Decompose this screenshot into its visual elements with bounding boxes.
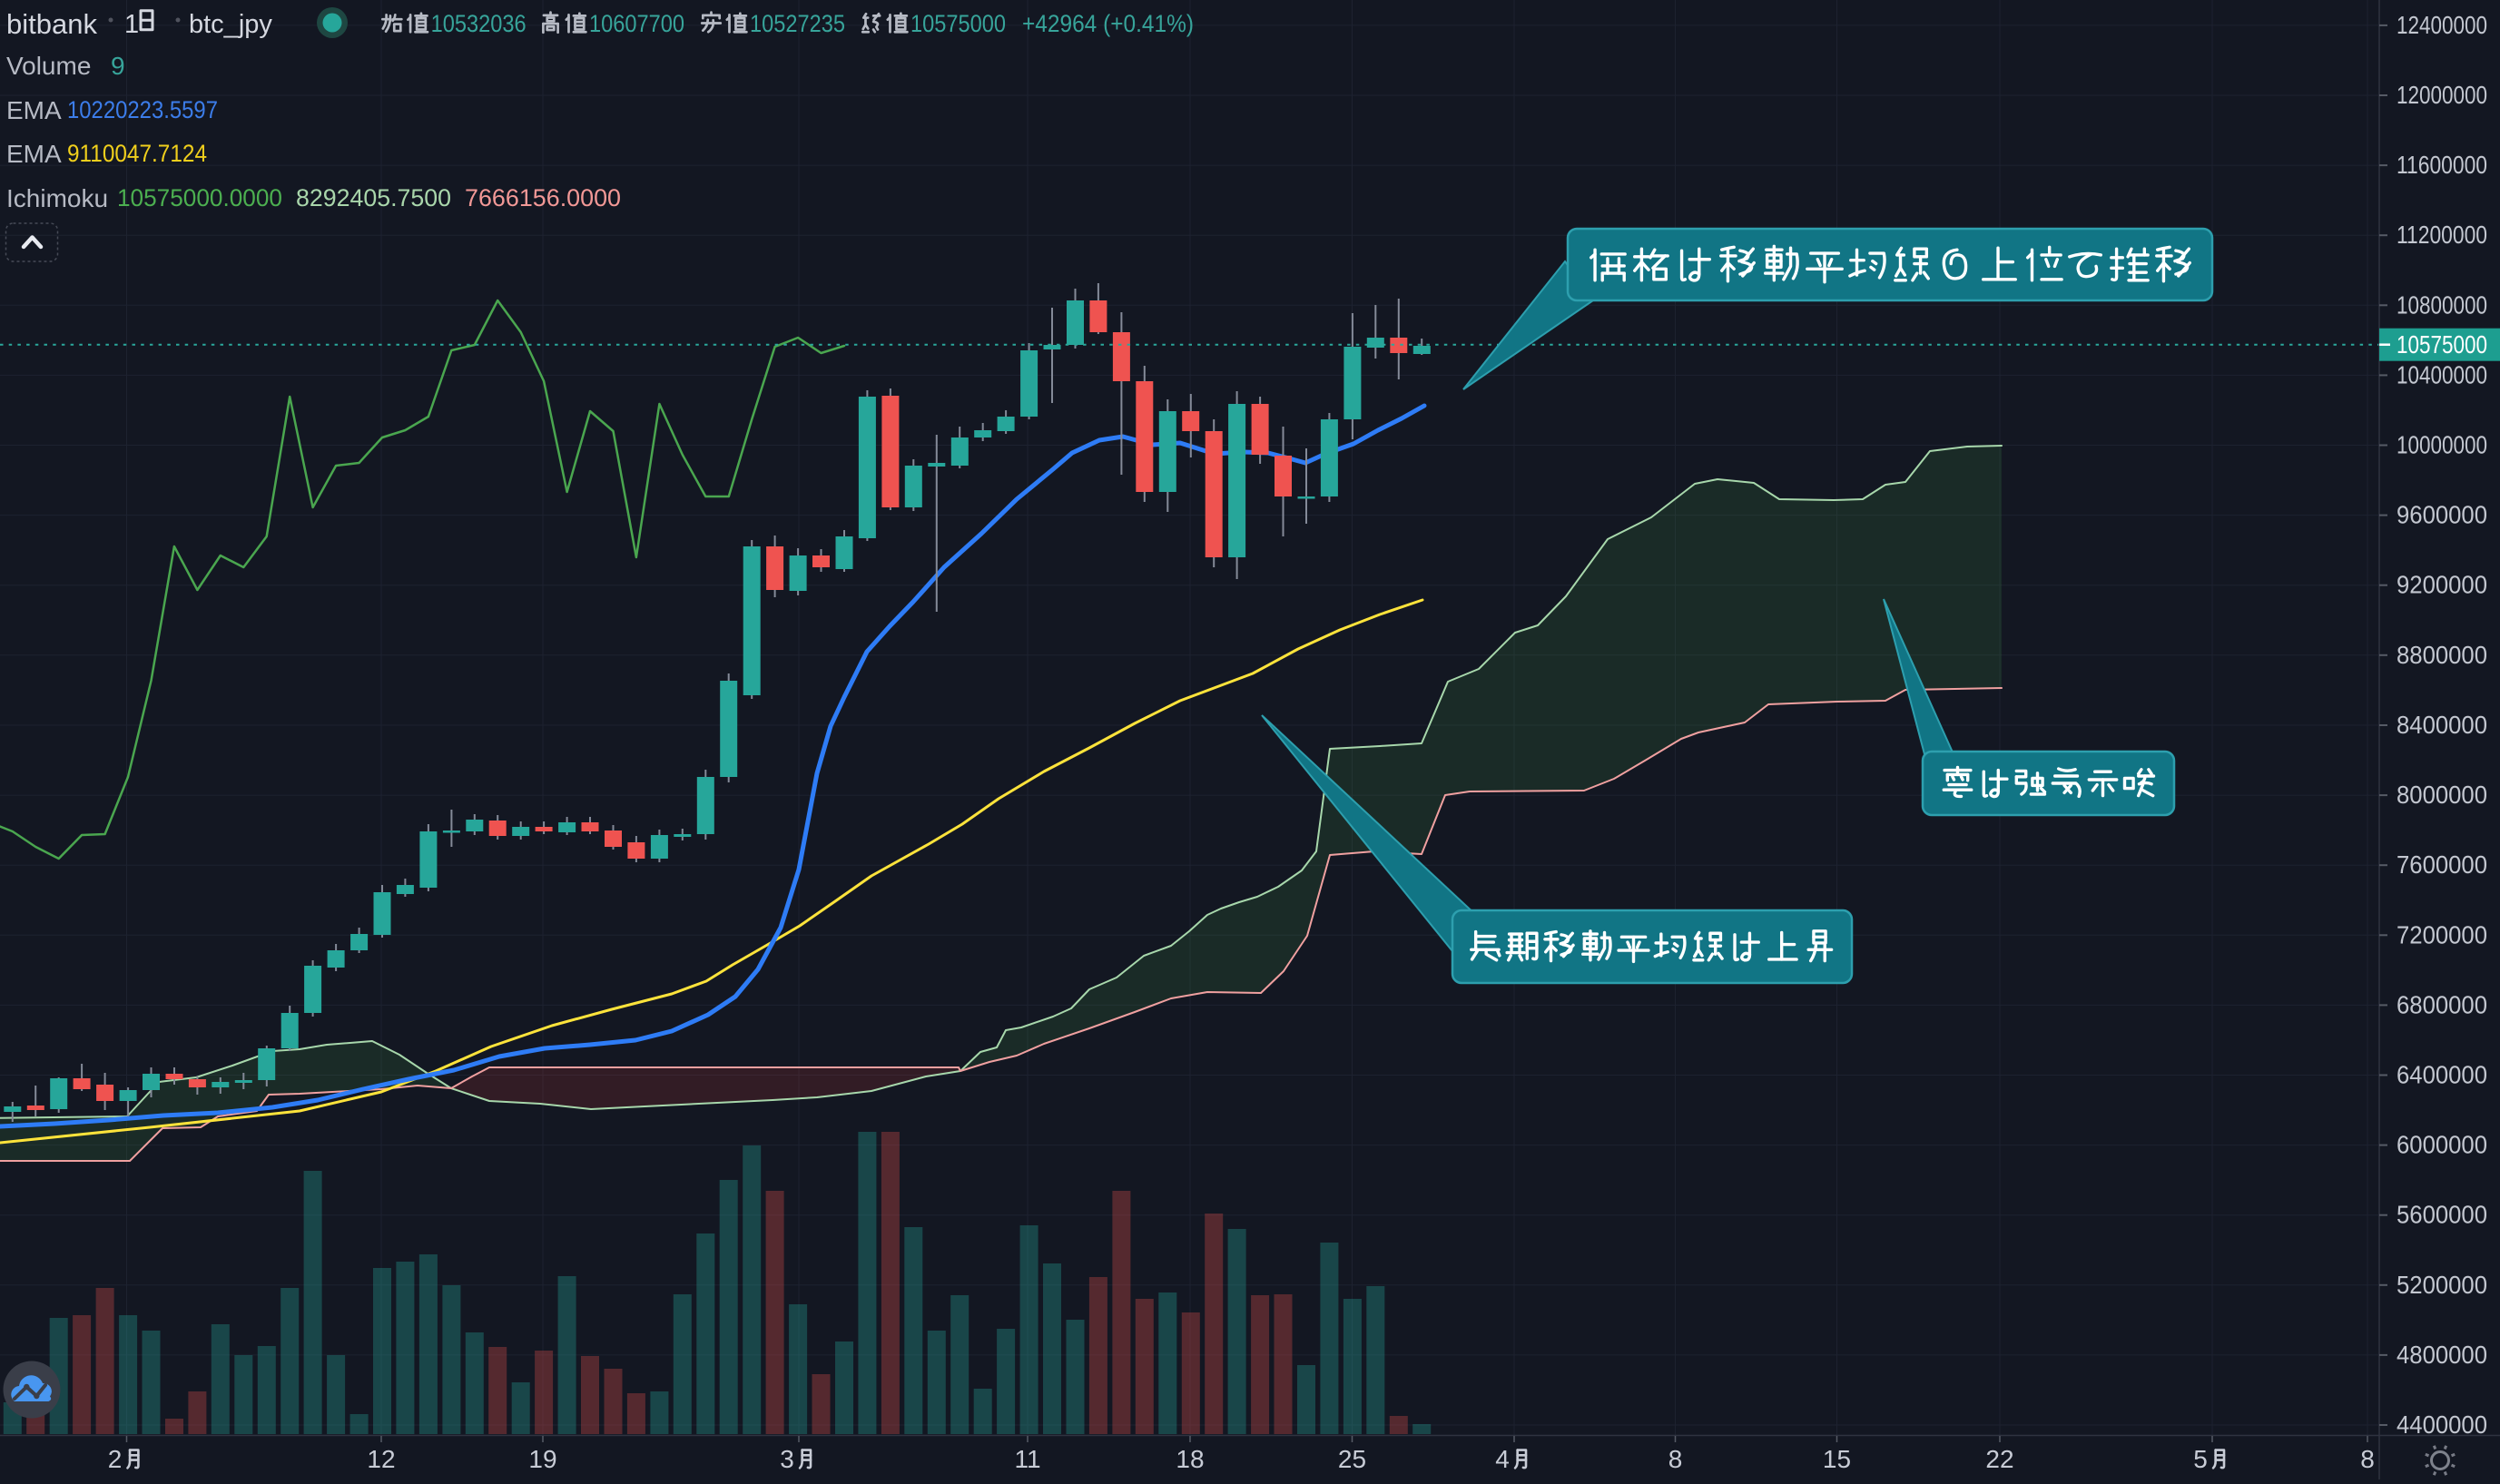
svg-text:10220223.5597: 10220223.5597 — [67, 96, 218, 123]
svg-text:8: 8 — [1668, 1445, 1683, 1473]
svg-text:2: 2 — [108, 1445, 123, 1473]
svg-text:7600000: 7600000 — [2397, 850, 2487, 879]
svg-text:12000000: 12000000 — [2397, 81, 2487, 109]
svg-text:8292405.7500: 8292405.7500 — [296, 184, 451, 211]
svg-text:8400000: 8400000 — [2397, 711, 2487, 739]
svg-text:12: 12 — [367, 1445, 395, 1473]
svg-text:19: 19 — [528, 1445, 556, 1473]
svg-text:10800000: 10800000 — [2397, 290, 2487, 319]
svg-text:9110047.7124: 9110047.7124 — [67, 140, 207, 167]
svg-text:6800000: 6800000 — [2397, 990, 2487, 1018]
svg-text:25: 25 — [1338, 1445, 1366, 1473]
svg-text:6000000: 6000000 — [2397, 1131, 2487, 1159]
svg-text:Volume: Volume — [6, 52, 91, 80]
svg-text:12400000: 12400000 — [2397, 11, 2487, 39]
svg-text:EMA: EMA — [6, 96, 62, 124]
svg-text:3: 3 — [780, 1445, 794, 1473]
svg-text:10607700: 10607700 — [589, 10, 684, 37]
svg-text:EMA: EMA — [6, 140, 62, 168]
svg-text:10527235: 10527235 — [750, 10, 845, 37]
svg-text:+42964 (+0.41%): +42964 (+0.41%) — [1022, 10, 1194, 37]
svg-text:6400000: 6400000 — [2397, 1061, 2487, 1089]
svg-text:10575000.0000: 10575000.0000 — [117, 184, 282, 211]
svg-text:7200000: 7200000 — [2397, 920, 2487, 948]
svg-text:Ichimoku: Ichimoku — [6, 184, 108, 212]
svg-text:5600000: 5600000 — [2397, 1201, 2487, 1229]
svg-text:4800000: 4800000 — [2397, 1341, 2487, 1369]
svg-text:btc_jpy: btc_jpy — [189, 10, 272, 39]
svg-text:10532036: 10532036 — [431, 10, 527, 37]
svg-text:9200000: 9200000 — [2397, 571, 2487, 599]
svg-text:5200000: 5200000 — [2397, 1271, 2487, 1299]
svg-text:bitbank: bitbank — [6, 8, 97, 40]
svg-text:11: 11 — [1014, 1445, 1040, 1473]
svg-text:10575000: 10575000 — [2397, 330, 2487, 359]
svg-text:15: 15 — [1823, 1445, 1851, 1473]
svg-text:7666156.0000: 7666156.0000 — [465, 184, 621, 211]
svg-text:9600000: 9600000 — [2397, 501, 2487, 529]
svg-text:18: 18 — [1176, 1445, 1204, 1473]
svg-text:9: 9 — [111, 52, 125, 80]
svg-text:4400000: 4400000 — [2397, 1410, 2487, 1439]
svg-text:8000000: 8000000 — [2397, 781, 2487, 809]
svg-text:8800000: 8800000 — [2397, 641, 2487, 669]
svg-text:8: 8 — [2360, 1445, 2375, 1473]
svg-text:10000000: 10000000 — [2397, 431, 2487, 459]
svg-text:4: 4 — [1495, 1445, 1510, 1473]
svg-text:10575000: 10575000 — [910, 10, 1006, 37]
svg-text:10400000: 10400000 — [2397, 360, 2487, 388]
svg-text:1: 1 — [124, 10, 139, 39]
svg-text:11200000: 11200000 — [2397, 221, 2487, 249]
svg-text:22: 22 — [1985, 1445, 2013, 1473]
svg-text:5: 5 — [2193, 1445, 2208, 1473]
svg-text:11600000: 11600000 — [2397, 151, 2487, 179]
